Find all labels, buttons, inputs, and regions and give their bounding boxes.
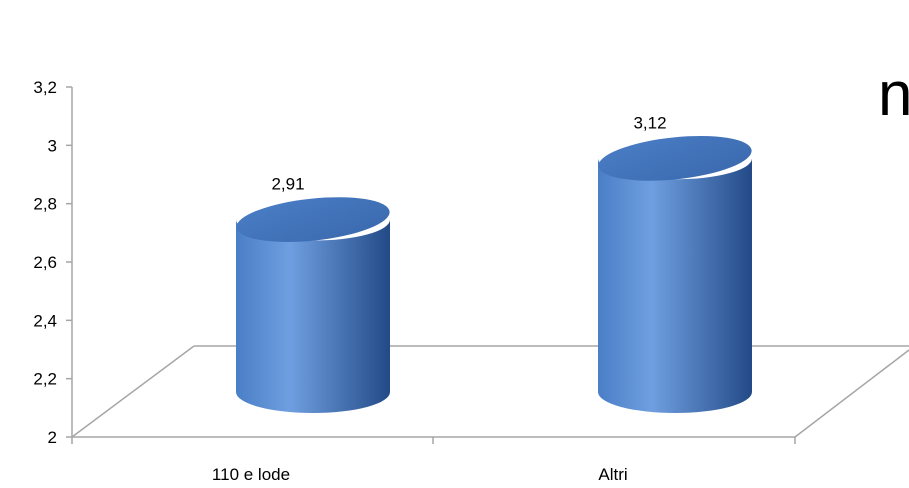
y-tick-label: 2,6 (33, 253, 57, 272)
y-tick-label: 2,8 (33, 195, 57, 214)
floor-right-edge (794, 349, 909, 438)
bar-top (236, 197, 390, 242)
x-axis-ticks: 110 e lode Altri (71, 437, 796, 484)
data-label: 2,91 (271, 175, 304, 194)
chart-floor (71, 87, 909, 438)
data-labels: 2,91 3,12 (271, 113, 666, 193)
bar-top (598, 135, 752, 181)
y-tick-label: 2,4 (33, 311, 57, 330)
y-tick-label: 2 (48, 428, 57, 447)
x-category-label: 110 e lode (212, 465, 290, 484)
x-category-label: Altri (598, 465, 627, 484)
data-label: 3,12 (633, 113, 666, 132)
cropped-title-fragment: n (878, 60, 909, 129)
y-tick-label: 3 (48, 136, 57, 155)
bar (598, 135, 752, 413)
bars (236, 135, 752, 413)
bar-body (236, 219, 390, 413)
bar-body (598, 158, 752, 413)
y-tick-label: 2,2 (33, 370, 57, 389)
y-tick-label: 3,2 (33, 78, 57, 97)
floor-left-edge (71, 345, 195, 438)
y-axis-ticks: 2 2,2 2,4 2,6 2,8 3 3,2 (33, 78, 72, 447)
bar (236, 197, 390, 413)
